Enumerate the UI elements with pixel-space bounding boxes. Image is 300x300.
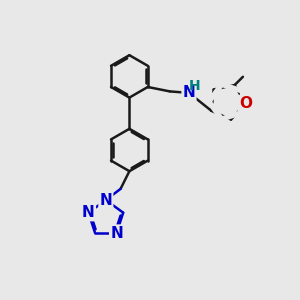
- Text: N: N: [100, 193, 112, 208]
- Text: N: N: [183, 85, 195, 100]
- Text: H: H: [188, 80, 200, 93]
- Text: O: O: [239, 96, 252, 111]
- Text: N: N: [82, 205, 95, 220]
- Text: N: N: [110, 226, 123, 241]
